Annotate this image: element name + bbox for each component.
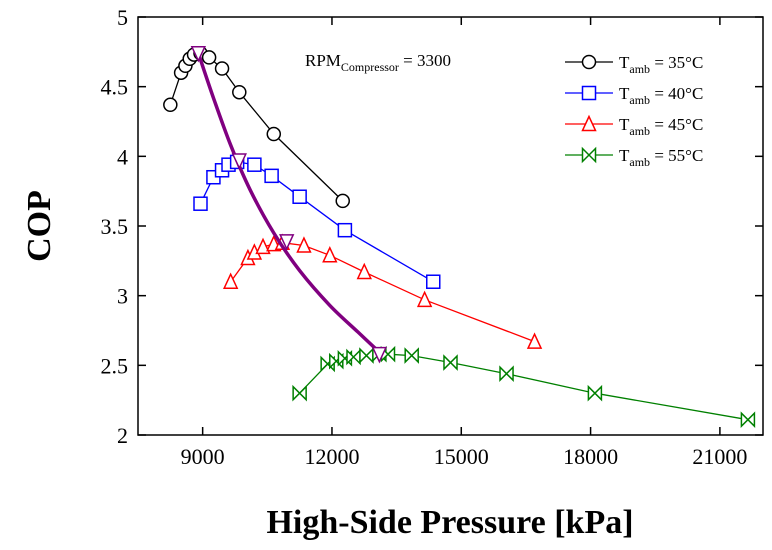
optimum-curve-line <box>196 52 383 356</box>
x-axis-label: High-Side Pressure [kPa] <box>266 504 633 541</box>
optimum-point <box>190 45 207 63</box>
series-4-point <box>404 347 419 364</box>
series-1-point <box>266 126 282 142</box>
series-3-point <box>255 237 271 255</box>
y-tick-label: 3.5 <box>101 214 129 239</box>
legend-label-3: Tamb = 45°C <box>619 115 703 138</box>
optimum-point <box>231 153 247 170</box>
series-4-point <box>740 411 756 428</box>
x-tick-label: 21000 <box>692 444 747 469</box>
series-4-point <box>292 384 307 402</box>
series-4-point <box>587 384 603 402</box>
series-3-point <box>222 272 239 289</box>
series-2-point <box>247 157 262 172</box>
y-tick-label: 4 <box>117 144 128 169</box>
optimum-point <box>371 346 388 364</box>
y-tick-label: 4.5 <box>101 75 129 100</box>
series-group <box>163 45 756 428</box>
optimum-curve-group <box>190 45 388 364</box>
series-4-point <box>359 347 374 364</box>
series-1-point <box>214 61 230 76</box>
legend-marker-1 <box>581 54 597 70</box>
x-tick-label: 9000 <box>181 444 225 469</box>
series-3-point <box>296 236 312 253</box>
legend-marker-4 <box>581 146 597 164</box>
series-1-point <box>232 84 247 100</box>
series-line-2 <box>199 161 434 283</box>
y-tick-label: 5 <box>117 5 128 30</box>
legend: Tamb = 35°C Tamb = 40°C Tamb = 45°C Tamb = … <box>565 53 703 169</box>
series-1-point <box>201 50 217 65</box>
series-1-point <box>163 97 178 113</box>
optimum-point <box>279 234 295 251</box>
series-2-point <box>193 196 208 211</box>
annotation-rpm: RPMCompressor = 3300 <box>305 51 451 74</box>
x-tick-label: 18000 <box>563 444 618 469</box>
series-4-point <box>443 354 458 371</box>
y-tick-label: 2.5 <box>101 353 129 378</box>
series-4-point <box>346 348 361 366</box>
plot-frame <box>137 16 764 436</box>
series-2-point <box>264 168 279 184</box>
series-1-point <box>335 193 350 209</box>
series-3-point <box>356 262 372 280</box>
legend-marker-2 <box>581 85 597 101</box>
series-2-point <box>292 189 307 204</box>
x-tick-label: 15000 <box>434 444 489 469</box>
series-2-point <box>426 274 441 289</box>
x-tick-label: 12000 <box>304 444 359 469</box>
legend-label-4: Tamb = 55°C <box>619 146 703 169</box>
series-3-point <box>322 245 338 263</box>
series-line-1 <box>169 52 344 202</box>
legend-marker-3 <box>581 114 597 132</box>
y-tick-label: 3 <box>117 284 128 309</box>
legend-label-2: Tamb = 40°C <box>619 84 703 107</box>
series-line-3 <box>230 242 535 343</box>
series-2-point <box>337 222 353 238</box>
series-3-point <box>526 332 543 349</box>
series-4-point <box>499 365 514 383</box>
axis-ticks: 9000 12000 15000 18000 21000 2 2.5 3 3.5 4 4.5 5 <box>101 5 763 469</box>
y-axis-label: COP <box>21 190 58 262</box>
legend-label-1: Tamb = 35°C <box>619 53 703 76</box>
series-3-point <box>416 290 433 308</box>
y-tick-label: 2 <box>117 423 128 448</box>
series-line-4 <box>299 353 749 421</box>
